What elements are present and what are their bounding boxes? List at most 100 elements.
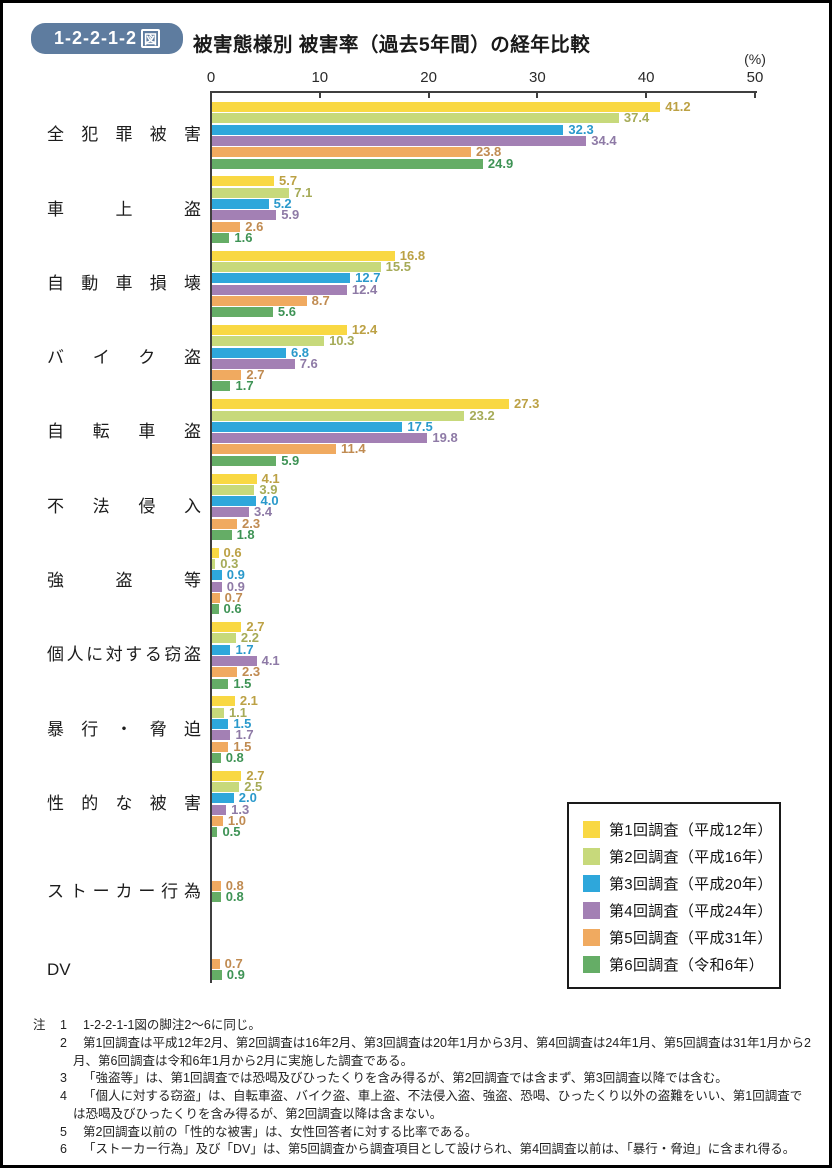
footnote-number: 2 (60, 1035, 67, 1050)
bar-value-label: 0.7 (224, 590, 243, 605)
bar-value-label: 1.7 (235, 727, 254, 743)
bar-不法侵入 (212, 473, 257, 484)
bar-value-label: 37.4 (623, 110, 650, 126)
bar-value-label: 1.5 (233, 716, 252, 731)
bar-value-label: 2.7 (246, 767, 265, 783)
bar-自転車盗 (212, 421, 403, 432)
bar-value-label: 15.5 (385, 258, 411, 274)
footnote-text: 第2回調査以前の「性的な被害」は、女性回答者に対する比率である。 (83, 1124, 478, 1139)
x-tick-label: 0 (206, 69, 216, 86)
bar-value-label: 0.7 (224, 956, 243, 971)
x-tick-label: 40 (637, 69, 655, 86)
bar-value-label: 1.1 (228, 704, 248, 720)
bar-value-label: 1.8 (236, 527, 255, 542)
footnotes: 注 1 1-2-2-1-1図の脚注2～6に同じ。 2 第1回調査は平成12年2月… (33, 1017, 813, 1159)
category-label-暴行・脅迫: 暴行・脅迫 (47, 719, 201, 739)
bar-不法侵入 (212, 518, 238, 529)
bar-value-label: 0.6 (223, 544, 242, 560)
bar-強盗等 (212, 593, 220, 603)
bar-value-label: 7.1 (294, 184, 313, 200)
bar-強盗等 (212, 547, 219, 558)
axis-unit-label: (%) (744, 51, 766, 67)
bar-value-label: 5.6 (277, 304, 296, 320)
bar-value-label: 41.2 (665, 99, 691, 114)
note-prefix: 注 (33, 1018, 46, 1032)
bar-value-label: 0.8 (225, 878, 244, 893)
bar-DV (212, 970, 222, 981)
legend-swatch-survey4 (583, 902, 600, 919)
bar-車上盗 (212, 210, 277, 221)
bar-value-label: 4.0 (260, 493, 279, 509)
bar-自動車損壊 (212, 307, 273, 318)
bar-value-label: 23.8 (475, 144, 502, 160)
footnote: 6 「ストーカー行為」及び「DV」は、第5回調査から調査項目として設けられ、第4… (60, 1141, 813, 1159)
bar-車上盗 (212, 198, 269, 209)
x-tick-label: 30 (529, 69, 546, 86)
bar-バイク盗 (212, 358, 295, 369)
category-label-自動車損壊: 自動車損壊 (47, 273, 201, 293)
bar-自動車損壊 (212, 250, 395, 261)
bar-強盗等 (212, 559, 216, 570)
bar-value-label: 12.4 (351, 321, 378, 337)
bar-value-label: 7.6 (299, 355, 318, 371)
bar-value-label: 27.3 (514, 396, 540, 412)
legend-item: 第5回調査（平成31年） (583, 924, 779, 951)
bar-不法侵入 (212, 484, 255, 495)
legend-swatch-survey5 (583, 929, 600, 946)
bar-value-label: 4.1 (261, 470, 280, 486)
bar-value-label: 5.2 (273, 195, 292, 211)
bar-個人に対する窃盗 (212, 678, 229, 689)
bar-バイク盗 (212, 336, 325, 347)
bar-車上盗 (212, 187, 290, 198)
footnote: 1 1-2-2-1-1図の脚注2～6に同じ。 (60, 1017, 813, 1035)
bar-強盗等 (212, 581, 222, 592)
y-axis-line (210, 91, 212, 983)
zu-glyph-box: 図 (141, 29, 161, 48)
x-tick-label: 10 (311, 69, 329, 86)
bar-バイク盗 (212, 324, 347, 335)
footnote-number: 3 (60, 1071, 67, 1086)
bar-value-label: 1.5 (233, 738, 252, 754)
bar-個人に対する窃盗 (212, 622, 242, 633)
bar-自転車盗 (212, 433, 428, 444)
bar-自転車盗 (212, 399, 510, 410)
category-label-自転車盗: 自転車盗 (47, 422, 201, 442)
x-tick-mark (536, 93, 539, 98)
bar-value-label: 5.7 (279, 173, 298, 189)
bar-性的な被害 (212, 782, 240, 792)
bar-性的な被害 (212, 804, 227, 815)
legend-label: 第2回調査（平成16年） (609, 849, 773, 866)
legend-item: 第4回調査（平成24年） (583, 897, 779, 924)
bar-性的な被害 (212, 793, 234, 804)
footnote: 4 「個人に対する窃盗」は、自転車盗、バイク盗、車上盗、不法侵入盗、強盗、恐喝、… (60, 1088, 813, 1124)
bar-value-label: 1.0 (227, 812, 246, 828)
footnote-text: 「強盗等」は、第1回調査では恐喝及びひったくりを含み得るが、第2回調査では含まず… (83, 1071, 728, 1086)
bar-自動車損壊 (212, 261, 381, 272)
bar-性的な被害 (212, 815, 223, 826)
bar-value-label: 2.1 (239, 693, 258, 709)
legend-swatch-survey1 (583, 821, 600, 838)
category-label-個人に対する窃盗: 個人に対する窃盗 (47, 645, 201, 665)
x-axis-line (211, 91, 757, 93)
bar-暴行・脅迫 (212, 741, 229, 752)
x-tick-mark (318, 93, 321, 98)
bar-value-label: 0.3 (220, 556, 239, 572)
bar-バイク盗 (212, 370, 242, 381)
bar-不法侵入 (212, 530, 232, 540)
legend-item: 第1回調査（平成12年） (583, 816, 779, 843)
bar-value-label: 2.2 (240, 630, 259, 646)
category-label-性的な被害: 性的な被害 (47, 793, 201, 813)
category-label-不法侵入: 不法侵入 (47, 496, 201, 516)
legend-swatch-survey6 (583, 956, 600, 973)
bar-自動車損壊 (212, 295, 307, 306)
figure-number: 1-2-2-1-2 (53, 28, 138, 48)
chart-title: 被害態様別 被害率（過去5年間）の経年比較 (193, 34, 591, 56)
bar-value-label: 2.6 (245, 218, 264, 234)
bar-性的な被害 (212, 827, 218, 838)
legend-item: 第3回調査（平成20年） (583, 870, 779, 897)
bar-自動車損壊 (212, 284, 347, 295)
bar-value-label: 2.7 (246, 619, 265, 635)
legend-swatch-survey3 (583, 875, 600, 892)
bar-全犯罪被害 (212, 113, 619, 124)
